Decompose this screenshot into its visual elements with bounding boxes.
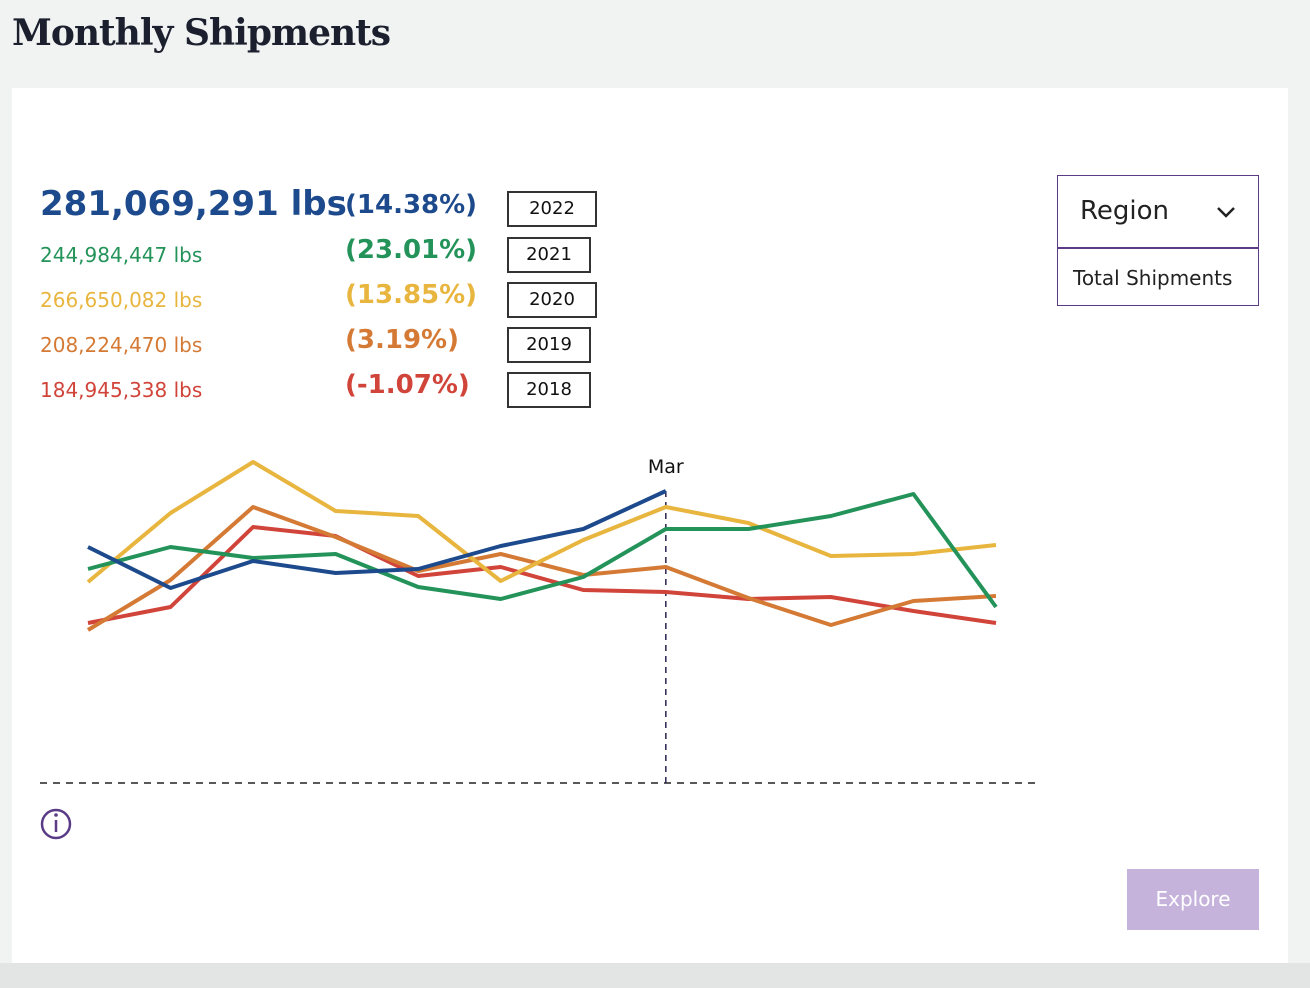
info-icon[interactable] <box>40 808 72 840</box>
total-weight: 266,650,082 lbs <box>40 288 203 312</box>
footer-strip <box>0 963 1310 988</box>
series-line <box>87 525 997 625</box>
total-weight: 208,224,470 lbs <box>40 333 203 357</box>
marker-label: Mar <box>648 456 684 478</box>
series-line <box>86 460 997 584</box>
card <box>12 88 1288 963</box>
dropdown-option[interactable]: Total Shipments <box>1073 266 1233 290</box>
chevron <box>1217 207 1235 218</box>
explore-button[interactable]: Explore <box>1127 869 1259 930</box>
series-line <box>87 492 998 609</box>
dropdown-label[interactable]: Region <box>1080 196 1170 226</box>
year-toggle[interactable]: 2018 <box>507 372 591 408</box>
year-toggle[interactable]: 2021 <box>507 237 591 273</box>
percent-change: (23.01%) <box>345 235 478 265</box>
percent-change: (-1.07%) <box>345 370 470 400</box>
info-icon-dot <box>54 813 58 817</box>
year-toggle[interactable]: 2022 <box>507 191 597 227</box>
total-weight: 281,069,291 lbs <box>40 184 347 224</box>
year-toggle[interactable]: 2019 <box>507 327 591 363</box>
percent-change: (13.85%) <box>345 280 478 310</box>
total-weight: 244,984,447 lbs <box>40 243 203 267</box>
percent-change: (14.38%) <box>345 190 478 220</box>
year-toggle[interactable]: 2020 <box>507 282 597 318</box>
series-line <box>87 489 667 590</box>
series-line <box>86 505 997 632</box>
divider <box>1057 247 1259 249</box>
region-dropdown[interactable] <box>1057 175 1259 306</box>
total-weight: 184,945,338 lbs <box>40 378 203 402</box>
page-title: Monthly Shipments <box>12 12 391 54</box>
percent-change: (3.19%) <box>345 325 459 355</box>
